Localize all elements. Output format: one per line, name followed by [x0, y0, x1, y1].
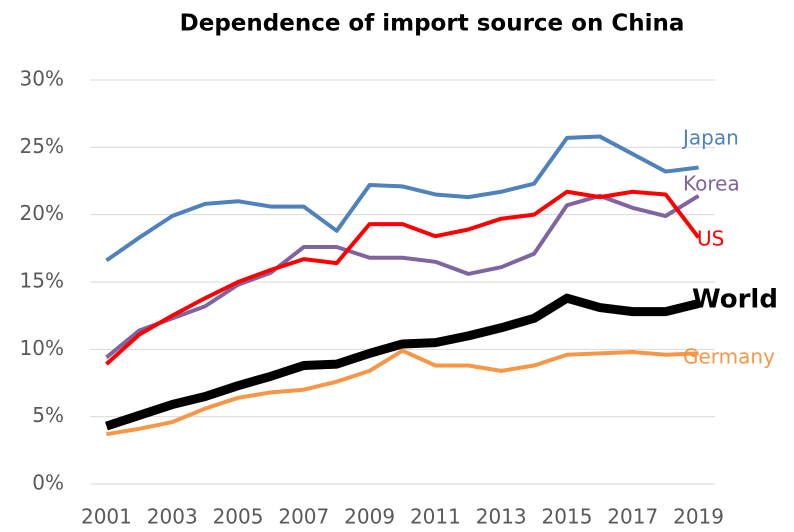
series-line: [106, 348, 699, 437]
x-tick-label: 2001: [81, 505, 132, 529]
x-tick-label: 2003: [147, 505, 198, 529]
y-tick-label: 0%: [32, 471, 64, 495]
x-tick-label: 2017: [607, 505, 658, 529]
x-tick-label: 2007: [278, 505, 329, 529]
x-tick-label: 2015: [542, 505, 593, 529]
series-line: [105, 189, 701, 366]
chart-title: Dependence of import source on China: [180, 11, 685, 37]
x-tick-label: 2005: [213, 505, 264, 529]
x-tick-label: 2013: [476, 505, 527, 529]
x-tick-label: 2011: [410, 505, 461, 529]
y-tick-label: 15%: [20, 269, 64, 293]
series-line: [105, 193, 700, 359]
y-tick-label: 30%: [20, 67, 64, 91]
series-line: [105, 134, 699, 263]
series-line: [105, 293, 700, 431]
series-label: Germany: [683, 345, 775, 369]
series-label: World: [692, 285, 778, 315]
series-label: US: [697, 227, 724, 251]
x-tick-label: 2019: [673, 505, 724, 529]
y-tick-label: 5%: [32, 403, 64, 427]
y-tick-label: 20%: [20, 201, 64, 225]
series-label: Korea: [683, 172, 740, 196]
y-tick-label: 10%: [20, 336, 64, 360]
y-tick-label: 25%: [20, 134, 64, 158]
x-tick-label: 2009: [344, 505, 395, 529]
series-label: Japan: [681, 126, 739, 150]
